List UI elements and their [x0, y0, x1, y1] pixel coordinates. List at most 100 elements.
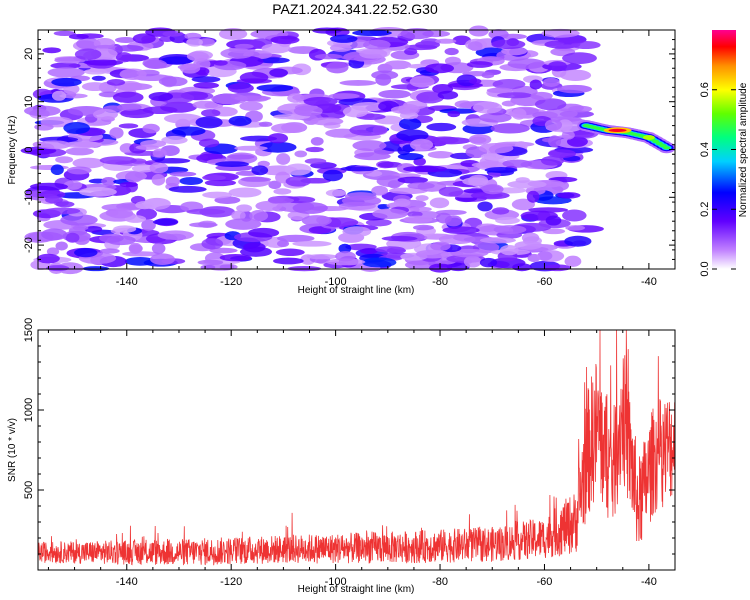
spectrogram-cell: [114, 45, 144, 52]
spectrogram-cell: [375, 73, 392, 86]
spectrogram-cell: [124, 215, 147, 223]
spectrogram-cell: [287, 93, 305, 103]
spectrogram-cell: [409, 206, 432, 212]
spectrogram-cell: [502, 159, 533, 168]
spectrogram-cell: [514, 240, 543, 250]
spectrogram-cell: [231, 210, 246, 221]
spectrogram-cell: [220, 47, 254, 59]
y-tick-label: -20: [23, 237, 35, 253]
spectrogram-cell: [34, 123, 54, 131]
spectrogram-cell: [50, 164, 64, 176]
spectrogram-cell: [511, 198, 535, 211]
spectrogram-cell: [499, 33, 527, 40]
spectrogram-cell: [151, 243, 166, 255]
spectrogram-cell: [209, 247, 238, 254]
spectrogram-cell: [59, 93, 88, 99]
spectrogram-cell: [491, 207, 510, 215]
spectrogram-cell: [55, 201, 75, 208]
spectrogram-cell: [81, 82, 108, 92]
spectrogram-cell: [202, 175, 226, 181]
spectrogram-cell: [157, 230, 194, 241]
spectrogram-cell: [544, 119, 563, 131]
snr-y-ticks: 500 1000 1500: [23, 318, 675, 555]
spectrogram-cell: [63, 122, 91, 134]
spectrogram-cell: [270, 35, 300, 45]
x-tick-label: -140: [116, 576, 138, 588]
spectrogram-cell: [267, 133, 289, 144]
spectrogram-peak-core: [608, 128, 627, 132]
spectrogram-cell: [378, 89, 411, 99]
y-tick-label: 20: [23, 48, 35, 60]
spectrogram-cell: [38, 190, 66, 199]
spectrogram-cell: [397, 153, 424, 161]
spectrogram-cell: [184, 32, 202, 40]
spectrogram-cell: [128, 242, 143, 255]
spectrogram-cell: [118, 123, 139, 129]
spectrogram-cell: [141, 219, 156, 232]
spectrogram-cell: [257, 57, 290, 64]
spectrogram-cell: [149, 162, 169, 174]
spectrogram-cell: [135, 201, 155, 210]
spectrogram-cell: [426, 122, 457, 132]
spectrogram-cell: [312, 27, 342, 34]
spectrogram-cell: [135, 144, 159, 150]
spectrogram-cell: [398, 117, 422, 130]
spectrogram-cell: [186, 51, 209, 62]
spectrogram-cell: [309, 117, 344, 126]
spectrogram-cell: [56, 262, 84, 275]
spectrogram-cell: [218, 28, 248, 40]
colorbar-label: Normalized spectral amplitude: [738, 82, 749, 217]
snr-series-line: [38, 330, 675, 566]
spectrogram-cell: [424, 63, 455, 74]
spectrogram-cell: [562, 52, 597, 64]
spectrogram-cell: [201, 109, 221, 118]
spectrogram-cell: [53, 30, 76, 37]
spectrogram-cell: [393, 198, 411, 207]
spectrogram-cell: [528, 207, 569, 213]
spectrogram-cell: [482, 184, 504, 195]
spectrogram-cell: [84, 225, 103, 233]
spectrogram-cell: [342, 106, 369, 118]
spectrogram-cell: [314, 53, 343, 60]
spectrogram-cell: [477, 201, 493, 212]
spectrogram-cell: [465, 38, 488, 51]
y-tick-label: 500: [23, 481, 35, 499]
spectrogram-cell: [360, 248, 378, 255]
spectrogram-cell: [72, 157, 105, 169]
spectrogram-cell: [91, 75, 106, 81]
spectrogram-cell: [530, 91, 553, 101]
spectrogram-cell: [377, 161, 403, 168]
x-tick-label: -60: [537, 276, 553, 288]
spectrogram-cell: [68, 33, 89, 40]
spectrogram-cell: [430, 241, 451, 251]
spectrogram-cell: [276, 153, 291, 165]
spectrogram-cell: [542, 228, 566, 235]
colorbar-ticks: 0.0 0.2 0.4 0.6: [699, 82, 736, 277]
spectrogram-cell: [548, 135, 562, 148]
spectrogram-cell: [204, 179, 237, 187]
spectrogram-cell: [435, 38, 457, 44]
spectrogram-cell: [450, 248, 489, 258]
spectrogram-cell: [143, 59, 168, 69]
spectrogram-cell: [50, 62, 81, 69]
spectrogram-cell: [256, 84, 294, 92]
x-tick-label: -40: [641, 276, 657, 288]
spectrogram-cell: [193, 82, 220, 89]
spectrogram-cell: [444, 47, 459, 56]
spectrogram-cell: [72, 225, 89, 231]
spectrogram-cell: [202, 191, 233, 199]
spectrogram-cell: [54, 56, 86, 64]
spectrogram-cell: [227, 83, 254, 94]
spectrogram-cell: [565, 225, 586, 231]
spectrogram-cell: [468, 134, 492, 145]
spectrogram-cell: [361, 257, 397, 268]
snr-x-label: Height of straight line (km): [298, 584, 415, 595]
spectrogram-cell: [115, 52, 133, 63]
snr-frame: [37, 329, 676, 571]
spectrogram-cell: [192, 100, 219, 109]
spectrogram-cell: [201, 238, 224, 250]
spectrogram-cell: [376, 175, 406, 188]
spectrogram-cell: [521, 232, 540, 243]
spectrogram-cell: [44, 207, 81, 215]
spectrogram-cell: [234, 145, 268, 151]
